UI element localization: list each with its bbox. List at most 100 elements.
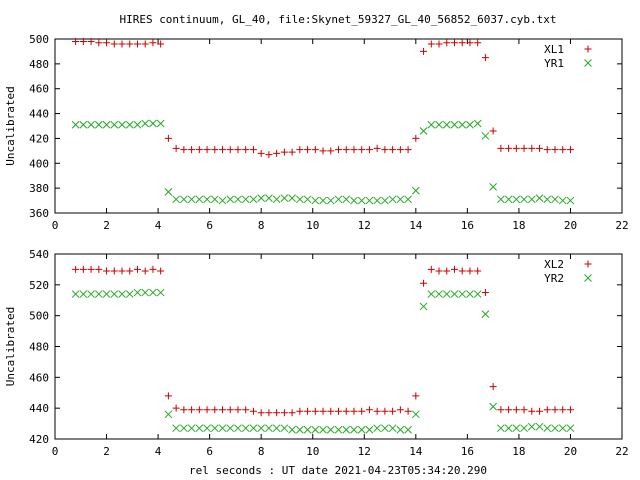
data-point: [458, 39, 466, 47]
data-point: [195, 406, 203, 414]
top-plot: 0 2 4 6 8 10 12 14 16 18 20 22 360 380 400 420 440 460 480…: [4, 33, 629, 232]
data-point: [118, 267, 126, 275]
data-point: [520, 195, 528, 204]
data-point: [311, 196, 320, 205]
data-point: [342, 407, 350, 415]
data-point: [141, 119, 150, 128]
data-point: [412, 134, 420, 142]
data-point: [450, 265, 458, 273]
data-point: [527, 195, 536, 204]
y-tick-label: 480: [29, 58, 49, 71]
data-point: [311, 407, 319, 415]
x-tick-label: 12: [358, 445, 371, 458]
legend-marker-glyph: [584, 59, 592, 67]
data-point: [164, 134, 172, 142]
data-point: [543, 195, 552, 204]
data-point: [419, 302, 428, 311]
data-point: [388, 424, 397, 433]
data-point: [566, 424, 575, 433]
data-point: [234, 406, 242, 414]
data-point: [273, 149, 281, 157]
data-point: [180, 195, 188, 204]
data-point: [79, 290, 88, 298]
legend-marker: [584, 260, 592, 268]
data-point: [474, 39, 482, 47]
data-point: [543, 406, 551, 414]
data-point: [389, 407, 397, 415]
data-point: [102, 120, 111, 129]
data-point: [350, 407, 358, 415]
data-point: [249, 146, 257, 154]
data-point: [404, 146, 412, 154]
x-tick-label: 4: [155, 219, 162, 232]
data-point: [72, 37, 80, 45]
legend-marker: [584, 59, 592, 67]
data-point: [319, 407, 327, 415]
data-point: [489, 127, 497, 135]
data-point: [288, 194, 296, 202]
data-point: [272, 195, 281, 204]
data-point: [396, 146, 404, 154]
data-point: [319, 196, 327, 205]
data-point: [319, 425, 327, 434]
data-point: [72, 265, 80, 273]
data-point: [442, 120, 451, 129]
series-YR1: [71, 119, 575, 205]
data-point: [350, 425, 358, 434]
y-tick-label: 360: [29, 207, 49, 220]
data-point: [141, 288, 150, 297]
data-point: [257, 194, 266, 202]
data-point: [296, 146, 304, 154]
data-point: [427, 40, 435, 48]
data-point: [435, 120, 443, 129]
data-point: [218, 424, 227, 433]
x-tick-label: 20: [564, 219, 577, 232]
data-point: [265, 409, 273, 417]
data-point: [489, 383, 497, 391]
data-point: [435, 40, 443, 48]
data-point: [71, 290, 80, 298]
data-point: [304, 407, 312, 415]
x-tick-label: 16: [461, 445, 474, 458]
legend-marker-glyph: [584, 260, 592, 268]
data-point: [219, 146, 227, 154]
data-point: [412, 392, 420, 400]
legend-marker-glyph: [584, 45, 592, 53]
data-point: [520, 406, 528, 414]
data-point: [419, 127, 428, 135]
data-point: [210, 424, 219, 433]
data-point: [141, 40, 149, 48]
data-point: [94, 290, 103, 298]
y-tick-label: 380: [29, 182, 49, 195]
x-tick-label: 16: [461, 219, 474, 232]
plot-frame: [54, 38, 623, 214]
data-point: [326, 196, 335, 205]
data-point: [133, 120, 142, 129]
data-point: [450, 290, 459, 298]
data-point: [489, 402, 497, 411]
data-point: [188, 146, 196, 154]
data-point: [164, 392, 172, 400]
x-tick-label: 0: [52, 445, 59, 458]
data-point: [79, 265, 87, 273]
data-point: [265, 151, 273, 159]
data-point: [211, 146, 219, 154]
data-point: [466, 120, 474, 129]
x-tick-label: 18: [512, 445, 525, 458]
data-point: [149, 265, 157, 273]
data-point: [543, 424, 552, 433]
data-point: [536, 144, 544, 152]
data-point: [226, 146, 234, 154]
data-point: [551, 146, 559, 154]
data-point: [481, 132, 490, 140]
data-point: [311, 146, 319, 154]
data-point: [110, 267, 118, 275]
data-point: [242, 146, 250, 154]
data-point: [157, 40, 165, 48]
data-point: [87, 37, 95, 45]
data-point: [381, 196, 389, 205]
data-point: [528, 407, 536, 415]
y-axis-label: Uncalibrated: [4, 86, 17, 165]
data-point: [326, 425, 335, 434]
data-point: [203, 424, 211, 433]
